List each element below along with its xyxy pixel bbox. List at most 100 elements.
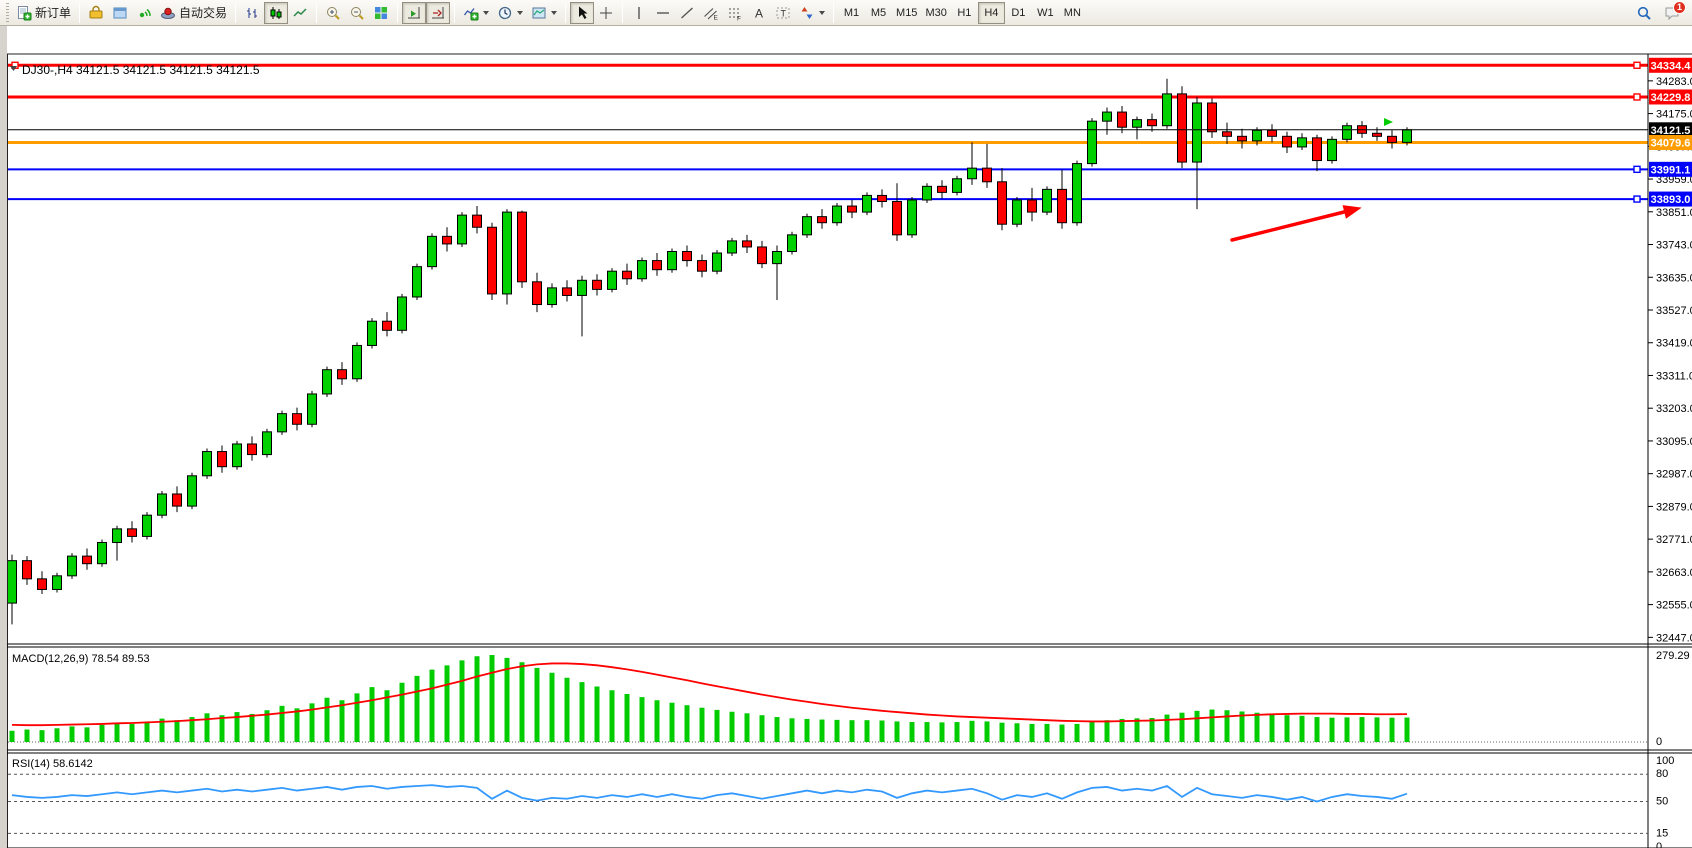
price-tick-label: 33311.0: [1656, 370, 1692, 382]
rsi-axis-label: 0: [1656, 841, 1662, 848]
rsi-axis-label: 100: [1656, 755, 1674, 767]
price-tick-label: 33959.0: [1656, 174, 1692, 186]
annotation-arrowhead[interactable]: [1342, 201, 1364, 219]
toolbar-grip[interactable]: [6, 2, 9, 23]
macd-signal-line: [11, 662, 1408, 727]
vertical-line-icon: [638, 6, 640, 19]
text-button[interactable]: A: [747, 2, 771, 24]
price-badge: [1649, 161, 1692, 177]
svg-text:E: E: [714, 14, 719, 21]
trendline-icon: [681, 6, 694, 19]
line-selection-handle[interactable]: [1633, 165, 1641, 174]
horizontal-line-button[interactable]: [651, 2, 675, 24]
candlestick: [1147, 119, 1157, 127]
line-selection-handle[interactable]: [1633, 93, 1641, 101]
signals-icon: [139, 8, 151, 17]
line-chart-button[interactable]: [288, 2, 312, 24]
candlestick: [727, 240, 737, 254]
candlestick: [412, 266, 422, 298]
equidistant-channel-button[interactable]: E: [699, 2, 723, 24]
periods-button[interactable]: [493, 2, 527, 24]
chat-button[interactable]: 1: [1660, 0, 1686, 24]
candlestick: [937, 185, 947, 193]
new-order-button[interactable]: 新订单: [12, 2, 75, 24]
candlestick: [952, 178, 962, 193]
annotation-arrow[interactable]: [1230, 208, 1354, 242]
arrows-icon: [801, 6, 813, 19]
candlestick: [922, 185, 932, 201]
toolbox-button[interactable]: [84, 2, 108, 24]
text-label-button[interactable]: T: [771, 2, 795, 24]
candlestick: [112, 528, 122, 543]
toolbar-separator: [565, 2, 567, 23]
timeframe-d1-button[interactable]: D1: [1005, 2, 1032, 24]
indicators-button[interactable]: [459, 2, 493, 24]
timeframe-m5-button[interactable]: M5: [865, 2, 892, 24]
line-selection-handle[interactable]: [1633, 195, 1641, 203]
tile-windows-button[interactable]: [369, 2, 393, 24]
price-chart[interactable]: 34283.034175.034067.033959.033851.033743…: [0, 26, 1692, 848]
candlestick: [37, 578, 47, 590]
candlestick: [907, 199, 917, 236]
bar-chart-button[interactable]: [240, 2, 264, 24]
chart-title: DJ30-,H4 34121.5 34121.5 34121.5 34121.5: [22, 63, 260, 77]
chart-shift-button[interactable]: [426, 1, 451, 24]
cursor-icon: [579, 6, 588, 19]
fibonacci-button[interactable]: F: [723, 2, 747, 24]
timeframe-h1-button[interactable]: H1: [951, 2, 978, 24]
candlestick: [1222, 131, 1232, 137]
search-button[interactable]: [1632, 2, 1656, 24]
timeframe-h4-button[interactable]: H4: [977, 1, 1005, 24]
timeframe-m30-button[interactable]: M30: [921, 2, 950, 24]
rsi-line: [11, 784, 1408, 803]
arrows-button[interactable]: [795, 2, 829, 24]
candlestick: [682, 250, 692, 262]
timeframe-m15-button[interactable]: M15: [892, 2, 921, 24]
candlestick: [52, 575, 62, 590]
candlestick-chart-button[interactable]: [264, 1, 289, 24]
auto-scroll-button[interactable]: [402, 1, 427, 24]
candlestick: [472, 214, 482, 228]
candlestick: [187, 475, 197, 507]
cursor-button[interactable]: [570, 1, 595, 24]
zoom-in-button[interactable]: [321, 2, 345, 24]
chart-window[interactable]: 34283.034175.034067.033959.033851.033743…: [0, 26, 1692, 848]
autotrading-label: 自动交易: [179, 6, 228, 20]
price-badge-label: 34334.4: [1651, 60, 1692, 72]
candlestick-chart-icon: [270, 6, 282, 19]
candlestick: [292, 413, 302, 425]
price-tick-label: 33095.0: [1656, 436, 1692, 448]
candlestick: [607, 270, 617, 290]
timeframe-m1-button[interactable]: M1: [838, 2, 865, 24]
candlestick: [1042, 188, 1052, 213]
candlestick: [157, 493, 167, 516]
toolbar-separator: [454, 2, 456, 23]
navigator-button[interactable]: [108, 2, 132, 24]
trendline-button[interactable]: [675, 2, 699, 24]
candlestick: [1252, 129, 1262, 142]
vertical-line-button[interactable]: [627, 2, 651, 24]
zoom-out-button[interactable]: [345, 2, 369, 24]
candlestick: [1027, 199, 1037, 213]
autotrading-button[interactable]: 自动交易: [156, 2, 231, 24]
symbol-dropdown-icon[interactable]: [10, 66, 17, 71]
timeframe-mn-button[interactable]: MN: [1059, 2, 1086, 24]
window-edge: [0, 26, 7, 848]
timeframe-w1-button[interactable]: W1: [1032, 2, 1059, 24]
templates-button[interactable]: [527, 2, 561, 24]
candlestick: [7, 560, 17, 604]
price-tick-label: 32771.0: [1656, 534, 1692, 546]
price-tick-label: 32555.0: [1656, 600, 1692, 612]
candlestick: [652, 260, 662, 271]
candlestick: [1072, 163, 1082, 224]
candlestick: [172, 493, 182, 507]
fibonacci-icon: F: [729, 8, 741, 21]
rsi-axis-label: 80: [1656, 768, 1668, 780]
signals-button[interactable]: [132, 2, 156, 24]
bar-chart-icon: [247, 7, 258, 18]
candlestick: [847, 205, 857, 213]
candlestick: [742, 240, 752, 248]
line-selection-handle[interactable]: [1633, 61, 1641, 69]
price-badge-label: 34121.5: [1651, 125, 1691, 137]
crosshair-button[interactable]: [594, 2, 618, 24]
